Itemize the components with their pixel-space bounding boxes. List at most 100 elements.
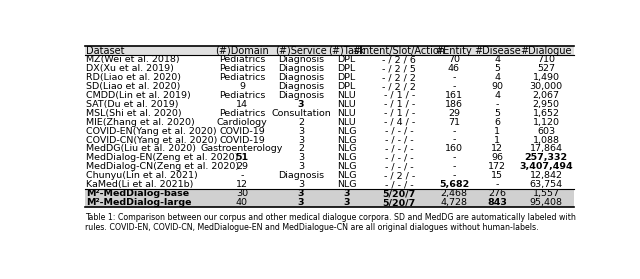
- Text: - / 2 / 2: - / 2 / 2: [382, 82, 416, 91]
- Text: COVID-19: COVID-19: [219, 127, 265, 136]
- Text: Pediatrics: Pediatrics: [219, 55, 265, 64]
- Text: -: -: [495, 100, 499, 109]
- Text: - / 1 / -: - / 1 / -: [383, 91, 415, 100]
- Text: -: -: [452, 73, 456, 82]
- Text: 527: 527: [537, 64, 555, 73]
- Text: 96: 96: [491, 153, 503, 162]
- Text: 5/20/7: 5/20/7: [383, 189, 416, 198]
- Text: -: -: [452, 171, 456, 180]
- Text: 5: 5: [494, 64, 500, 73]
- Bar: [85, 109, 573, 118]
- Text: 2: 2: [298, 145, 304, 153]
- Text: Table 1: Comparison between our corpus and other medical dialogue corpora. SD an: Table 1: Comparison between our corpus a…: [85, 213, 576, 232]
- Text: 1,120: 1,120: [532, 118, 559, 127]
- Text: Diagnosis: Diagnosis: [278, 55, 324, 64]
- Text: Cardiology: Cardiology: [216, 118, 268, 127]
- Text: Gastroenterology: Gastroenterology: [201, 145, 283, 153]
- Text: - / 2 / 6: - / 2 / 6: [382, 55, 416, 64]
- Text: 2,067: 2,067: [532, 91, 559, 100]
- Bar: [85, 189, 573, 198]
- Text: #Dialogue: #Dialogue: [520, 46, 572, 56]
- Text: 90: 90: [491, 82, 503, 91]
- Text: 4,728: 4,728: [440, 198, 467, 207]
- Bar: [85, 180, 573, 189]
- Text: - / - / -: - / - / -: [385, 145, 413, 153]
- Text: Diagnosis: Diagnosis: [278, 64, 324, 73]
- Text: -: -: [452, 162, 456, 171]
- Text: 843: 843: [487, 198, 507, 207]
- Text: 1: 1: [494, 136, 500, 145]
- Text: - / - / -: - / - / -: [385, 162, 413, 171]
- Text: (#)Service: (#)Service: [275, 46, 327, 56]
- Text: -: -: [240, 171, 244, 180]
- Text: NLU: NLU: [337, 100, 356, 109]
- Text: Pediatrics: Pediatrics: [219, 64, 265, 73]
- Text: 51: 51: [236, 153, 248, 162]
- Text: NLG: NLG: [337, 162, 356, 171]
- Text: 40: 40: [236, 198, 248, 207]
- Text: NLG: NLG: [337, 180, 356, 189]
- Bar: [85, 82, 573, 91]
- Text: 603: 603: [537, 127, 556, 136]
- Bar: [85, 118, 573, 127]
- Text: KaMed(Li et al. 2021b): KaMed(Li et al. 2021b): [86, 180, 194, 189]
- Text: Diagnosis: Diagnosis: [278, 171, 324, 180]
- Text: 276: 276: [488, 189, 506, 198]
- Bar: [85, 91, 573, 100]
- Bar: [85, 73, 573, 82]
- Text: 29: 29: [236, 162, 248, 171]
- Text: 257,332: 257,332: [525, 153, 568, 162]
- Text: - / 2 / 5: - / 2 / 5: [382, 64, 416, 73]
- Text: 3: 3: [298, 198, 304, 207]
- Text: 1,557: 1,557: [532, 189, 559, 198]
- Text: NLG: NLG: [337, 171, 356, 180]
- Bar: [85, 55, 573, 64]
- Text: 3: 3: [298, 162, 304, 171]
- Bar: [85, 127, 573, 136]
- Text: 186: 186: [445, 100, 463, 109]
- Text: Diagnosis: Diagnosis: [278, 73, 324, 82]
- Text: RD(Liao et al. 2020): RD(Liao et al. 2020): [86, 73, 182, 82]
- Text: 4: 4: [494, 73, 500, 82]
- Text: 161: 161: [445, 91, 463, 100]
- Text: -: -: [452, 136, 456, 145]
- Text: M²-MedDialog-large: M²-MedDialog-large: [86, 198, 192, 207]
- Text: 6: 6: [494, 118, 500, 127]
- Text: 9: 9: [239, 82, 245, 91]
- Text: MedDialog-CN(Zeng et al. 2020): MedDialog-CN(Zeng et al. 2020): [86, 162, 239, 171]
- Text: (#)Task: (#)Task: [328, 46, 365, 56]
- Text: 710: 710: [537, 55, 555, 64]
- Bar: [85, 198, 573, 207]
- Text: 5/20/7: 5/20/7: [383, 198, 416, 207]
- Text: 172: 172: [488, 162, 506, 171]
- Text: 46: 46: [448, 64, 460, 73]
- Text: 3: 3: [298, 136, 304, 145]
- Text: 12: 12: [236, 180, 248, 189]
- Text: SAT(Du et al. 2019): SAT(Du et al. 2019): [86, 100, 179, 109]
- Text: MZ(Wei et al. 2018): MZ(Wei et al. 2018): [86, 55, 180, 64]
- Text: NLU: NLU: [337, 91, 356, 100]
- Text: Pediatrics: Pediatrics: [219, 73, 265, 82]
- Text: 17,864: 17,864: [530, 145, 563, 153]
- Text: 70: 70: [448, 55, 460, 64]
- Text: MedDG(Liu et al. 2020): MedDG(Liu et al. 2020): [86, 145, 196, 153]
- Text: 3: 3: [343, 198, 350, 207]
- Text: 1,652: 1,652: [532, 109, 559, 118]
- Text: M²-MedDialog-base: M²-MedDialog-base: [86, 189, 189, 198]
- Text: 160: 160: [445, 145, 463, 153]
- Text: SD(Liao et al. 2020): SD(Liao et al. 2020): [86, 82, 181, 91]
- Text: COVID-19: COVID-19: [219, 136, 265, 145]
- Bar: [85, 136, 573, 145]
- Text: 3,407,494: 3,407,494: [519, 162, 573, 171]
- Text: 30: 30: [236, 189, 248, 198]
- Bar: [85, 145, 573, 153]
- Text: DPL: DPL: [337, 55, 356, 64]
- Text: 1: 1: [494, 127, 500, 136]
- Text: 3: 3: [343, 189, 350, 198]
- Text: 3: 3: [298, 180, 304, 189]
- Text: -: -: [495, 180, 499, 189]
- Text: 2,950: 2,950: [532, 100, 559, 109]
- Text: -: -: [452, 127, 456, 136]
- Text: 12,842: 12,842: [530, 171, 563, 180]
- Text: Pediatrics: Pediatrics: [219, 91, 265, 100]
